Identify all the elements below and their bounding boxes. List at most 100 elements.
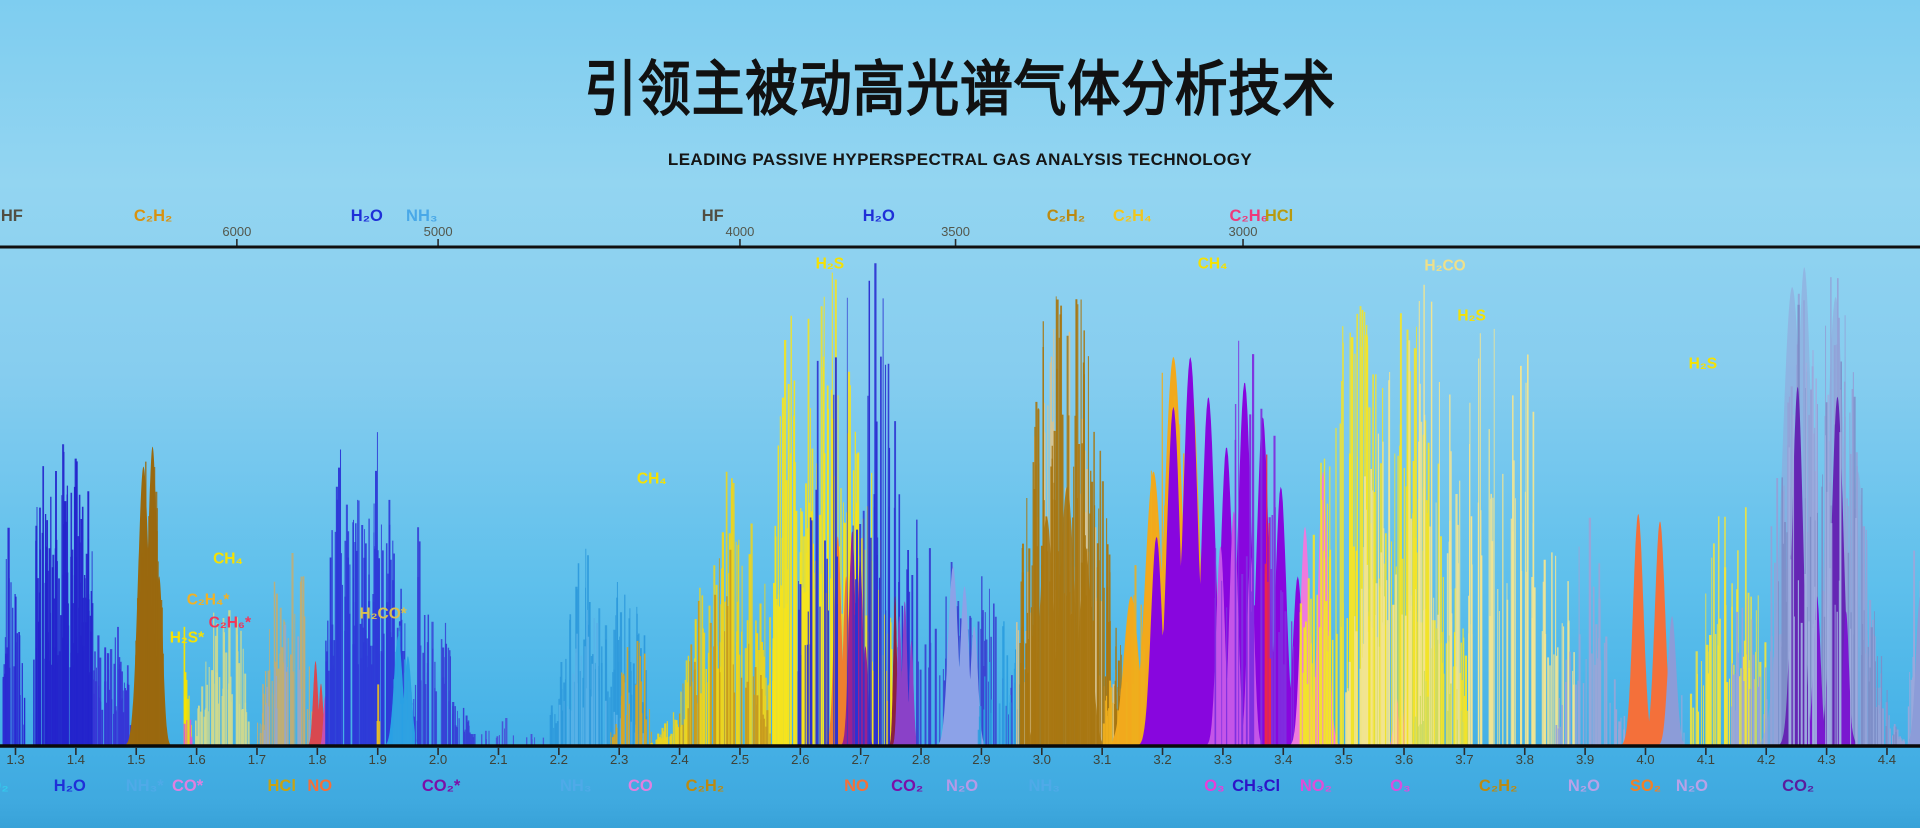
gas-label-bottom: NO [844, 777, 869, 795]
wavelength-tick-label: 3.7 [1455, 752, 1473, 767]
spectral-band [1731, 599, 1768, 746]
spectral-band [1655, 616, 1689, 746]
wavelength-tick-label: 1.3 [6, 752, 24, 767]
spectral-band [414, 527, 476, 746]
spectral-blob [1903, 596, 1920, 746]
gas-label-bottom: O₃ [1204, 777, 1224, 795]
spectral-band [33, 444, 94, 746]
wavelength-tick-label: 4.2 [1757, 752, 1775, 767]
wavelength-tick-label: 4.4 [1878, 752, 1896, 767]
gas-label-inner: H₂S* [170, 630, 205, 647]
wavelength-tick-label: 3.5 [1334, 752, 1352, 767]
gas-label-bottom: N₂O [1568, 777, 1600, 795]
wavenumber-label: 3000 [1229, 224, 1258, 239]
spectral-band [376, 684, 381, 746]
wavelength-tick-label: 1.6 [187, 752, 205, 767]
wavelength-tick-label: 3.1 [1093, 752, 1111, 767]
wavelength-tick-label: 2.6 [791, 752, 809, 767]
wavenumber-label: 4000 [725, 224, 754, 239]
gas-label-bottom: NH₃ [560, 777, 591, 795]
spectral-band [134, 461, 164, 746]
page-subtitle: LEADING PASSIVE HYPERSPECTRAL GAS ANALYS… [667, 150, 1253, 169]
gas-label-top: C₂H₄ [1113, 207, 1152, 225]
gas-label-bottom: O₂ [0, 777, 9, 795]
gas-label-bottom: CH₃Cl [1232, 777, 1280, 795]
header: 引领主被动高光谱气体分析技术 LEADING PASSIVE HYPERSPEC… [0, 42, 1920, 170]
gas-label-bottom: CO₂* [422, 777, 461, 795]
gas-label-inner: C₂H₆* [209, 615, 252, 632]
spectral-blob [887, 596, 903, 746]
gas-label-bottom: CO₂ [891, 777, 923, 795]
wavelength-tick-label: 4.3 [1817, 752, 1835, 767]
spectral-band [183, 719, 193, 746]
gas-label-bottom: CO [628, 777, 653, 795]
gas-label-inner: H₂S [1689, 356, 1717, 373]
wavelength-tick-label: 2.9 [972, 752, 990, 767]
gas-label-bottom: O₃ [1390, 777, 1410, 795]
wavelength-tick-label: 3.3 [1214, 752, 1232, 767]
spectral-band [481, 718, 545, 746]
wavelength-tick-label: 3.2 [1153, 752, 1171, 767]
wavelength-tick-label: 2.5 [731, 752, 749, 767]
spectral-blob [1655, 616, 1689, 746]
gas-label-bottom: NO [307, 777, 332, 795]
wavenumber-label: 6000 [222, 224, 251, 239]
wavelength-tick-label: 2.0 [429, 752, 447, 767]
gas-label-top: NH₃ [406, 207, 437, 225]
gas-label-inner: C₂H₄* [187, 592, 231, 609]
spectral-blob [890, 601, 920, 746]
wavelength-tick-label: 3.9 [1576, 752, 1594, 767]
spectral-blob [933, 566, 989, 746]
gas-label-bottom: C₂H₂ [1479, 777, 1518, 795]
spectral-band [1020, 486, 1110, 746]
gas-label-bottom: H₂O [54, 777, 86, 795]
spectral-band [1788, 350, 1857, 746]
wavelength-tick-label: 1.5 [127, 752, 145, 767]
spectral-band [392, 625, 413, 746]
page-title: 引领主被动高光谱气体分析技术 [584, 56, 1336, 123]
gas-label-bottom: HCl [268, 777, 296, 795]
spectral-band [610, 640, 652, 746]
gas-label-inner: H₂S [816, 256, 844, 273]
spectral-blob [1020, 486, 1110, 746]
gas-label-bottom: NO₂ [1300, 777, 1332, 795]
wavelength-tick-label: 2.8 [912, 752, 930, 767]
spectral-band [678, 549, 771, 746]
gas-label-top: H₂O [351, 207, 383, 225]
gas-label-bottom: CO₂ [1782, 777, 1814, 795]
gas-label-inner: CH₄ [637, 471, 667, 488]
wavelength-tick-label: 2.2 [550, 752, 568, 767]
wavenumber-label: 5000 [424, 224, 453, 239]
gas-label-top: HF [1, 207, 23, 225]
spectral-band [1264, 454, 1272, 746]
gas-label-top: HF [702, 207, 724, 225]
wavelength-tick-label: 1.4 [67, 752, 85, 767]
wavelength-tick-label: 1.9 [369, 752, 387, 767]
wavelength-tick-label: 3.8 [1516, 752, 1534, 767]
spectral-band [1414, 628, 1464, 746]
spectral-band [887, 596, 903, 746]
gas-label-top: H₂O [863, 207, 895, 225]
spectral-band [933, 566, 989, 746]
gas-label-bottom: N₂O [1676, 777, 1708, 795]
gas-label-bottom: N₂O [946, 777, 978, 795]
gas-label-top: C₂H₂ [134, 207, 173, 225]
gas-label-inner: CH₄ [1198, 256, 1228, 273]
gas-label-bottom: CO* [172, 777, 204, 795]
gas-label-top: HCl [1265, 207, 1293, 225]
spectral-band [1903, 596, 1920, 746]
spectral-band [2, 527, 26, 746]
spectral-band [92, 626, 132, 746]
spectral-band [194, 610, 250, 746]
wavelength-tick-label: 3.0 [1033, 752, 1051, 767]
gas-label-top: C₂H₆ [1230, 207, 1269, 225]
gas-label-bottom: NH₃* [126, 777, 164, 795]
gas-label-bottom: SO₂ [1630, 777, 1661, 795]
gas-label-inner: H₂CO [1424, 258, 1465, 275]
wavelength-tick-label: 2.4 [670, 752, 688, 767]
spectral-band [263, 624, 311, 746]
wavelength-tick-label: 2.1 [489, 752, 507, 767]
spectral-band [797, 263, 914, 746]
